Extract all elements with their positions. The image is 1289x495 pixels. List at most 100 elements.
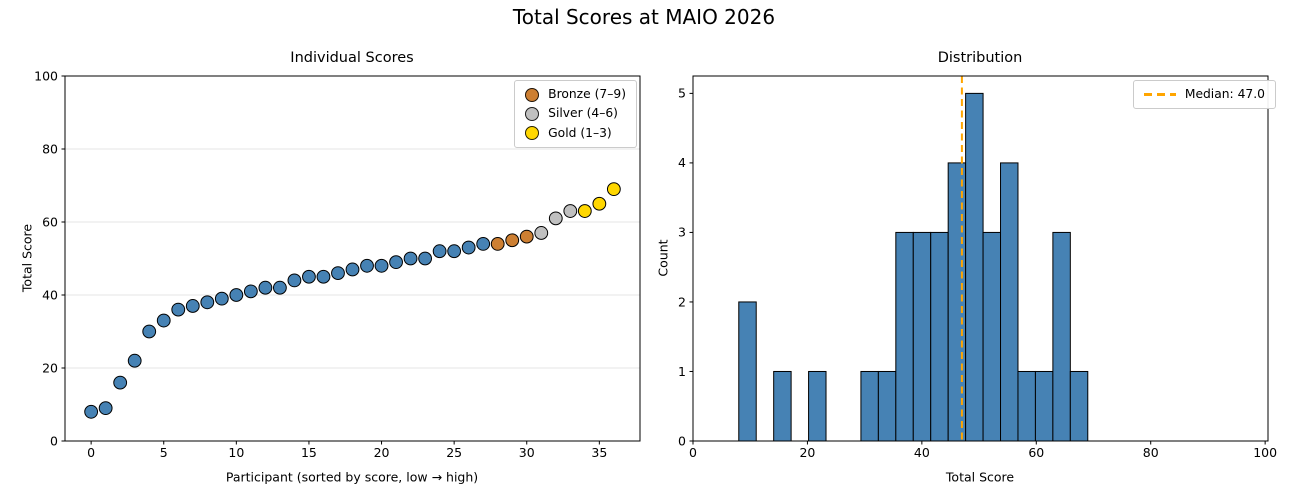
histogram-bar bbox=[930, 231, 949, 442]
scatter-point bbox=[418, 251, 433, 266]
x-tick-label: 80 bbox=[1143, 445, 1159, 460]
scatter-point bbox=[156, 313, 171, 328]
scatter-point bbox=[461, 240, 476, 255]
scatter-point bbox=[185, 299, 200, 313]
histogram-bar bbox=[1034, 370, 1054, 442]
legend-item-gold: Gold (1–3) bbox=[525, 126, 626, 141]
histogram-title: Distribution bbox=[937, 50, 1023, 66]
legend-label-median: Median: 47.0 bbox=[1184, 87, 1265, 101]
y-tick-label: 60 bbox=[42, 214, 58, 229]
x-tick-label: 0 bbox=[689, 445, 697, 460]
bronze-marker-icon bbox=[525, 87, 540, 102]
x-tick-label: 0 bbox=[87, 445, 95, 460]
histogram-bar bbox=[773, 370, 792, 442]
scatter-point bbox=[272, 280, 287, 295]
scatter-point-bronze bbox=[505, 233, 520, 248]
axes-frame bbox=[692, 75, 1269, 442]
histogram-bar bbox=[808, 370, 827, 442]
y-tick-label: 2 bbox=[678, 294, 686, 309]
gold-marker-icon bbox=[525, 126, 540, 141]
scatter-point-gold bbox=[606, 182, 621, 197]
x-tick-label: 5 bbox=[160, 445, 168, 460]
y-tick-label: 0 bbox=[50, 433, 58, 448]
y-tick-label: 1 bbox=[678, 364, 686, 379]
median-legend: Median: 47.0 bbox=[1132, 80, 1276, 110]
scatter-point bbox=[287, 273, 302, 288]
x-tick-label: 100 bbox=[1253, 445, 1277, 460]
scatter-point-silver bbox=[563, 204, 578, 218]
x-tick-label: 10 bbox=[228, 445, 244, 460]
scatter-point bbox=[432, 244, 447, 259]
legend-label-gold: Gold (1–3) bbox=[548, 125, 612, 140]
scatter-point bbox=[389, 255, 403, 270]
histogram-bar bbox=[738, 301, 757, 442]
y-tick-label: 80 bbox=[42, 141, 58, 156]
scatter-point-bronze bbox=[519, 229, 534, 244]
y-tick-label: 4 bbox=[678, 155, 686, 170]
histogram-bar bbox=[947, 162, 967, 442]
legend-item-silver: Silver (4–6) bbox=[525, 106, 626, 122]
scatter-point bbox=[374, 258, 389, 273]
histogram-bar bbox=[982, 231, 1002, 442]
scatter-point bbox=[258, 280, 273, 295]
scatter-legend: Bronze (7–9) Silver (4–6) Gold (1–3) bbox=[514, 80, 637, 149]
axes-frame bbox=[64, 75, 641, 442]
legend-item-bronze: Bronze (7–9) bbox=[525, 87, 626, 102]
y-tick-label: 100 bbox=[34, 68, 58, 83]
figure-suptitle: Total Scores at MAIO 2026 bbox=[512, 5, 776, 29]
scatter-ylabel: Total Score bbox=[19, 223, 35, 293]
scatter-point bbox=[98, 401, 113, 416]
scatter-point bbox=[84, 404, 99, 419]
y-tick-label: 20 bbox=[42, 360, 58, 375]
scatter-point bbox=[243, 284, 258, 299]
scatter-point-silver bbox=[534, 226, 549, 240]
scatter-point bbox=[345, 262, 360, 277]
x-tick-label: 15 bbox=[301, 445, 317, 460]
scatter-point bbox=[113, 375, 128, 390]
y-tick-label: 40 bbox=[42, 287, 58, 302]
scatter-point bbox=[331, 266, 345, 281]
scatter-point bbox=[214, 291, 229, 306]
histogram-ylabel: Count bbox=[655, 239, 671, 277]
scatter-point-bronze bbox=[490, 237, 505, 251]
legend-label-bronze: Bronze (7–9) bbox=[548, 87, 626, 101]
x-tick-label: 30 bbox=[519, 445, 535, 460]
scatter-title: Individual Scores bbox=[290, 50, 414, 66]
scatter-point-gold bbox=[577, 204, 592, 218]
scatter-point bbox=[200, 295, 215, 310]
scatter-point bbox=[360, 258, 374, 273]
scatter-point bbox=[127, 353, 142, 368]
x-tick-label: 25 bbox=[446, 445, 462, 460]
histogram-bar bbox=[1069, 370, 1089, 442]
scatter-point bbox=[229, 288, 244, 302]
silver-marker-icon bbox=[525, 107, 540, 122]
histogram-bar bbox=[965, 92, 984, 442]
x-tick-label: 20 bbox=[799, 445, 815, 460]
scatter-point bbox=[302, 269, 316, 284]
histogram-bar bbox=[912, 231, 932, 442]
legend-item-median: Median: 47.0 bbox=[1143, 87, 1265, 102]
histogram-bar bbox=[877, 370, 897, 442]
y-tick-label: 0 bbox=[678, 433, 686, 448]
y-tick-label: 5 bbox=[678, 86, 686, 101]
histogram-bar bbox=[1017, 370, 1036, 442]
histogram-xlabel: Total Score bbox=[945, 469, 1015, 485]
y-tick-label: 3 bbox=[678, 225, 686, 240]
median-dash-icon bbox=[1143, 93, 1176, 97]
x-tick-label: 60 bbox=[1028, 445, 1044, 460]
histogram-bar bbox=[1052, 231, 1071, 442]
histogram-bar bbox=[895, 231, 914, 442]
scatter-point bbox=[447, 244, 462, 259]
x-tick-label: 20 bbox=[374, 445, 390, 460]
legend-label-silver: Silver (4–6) bbox=[548, 106, 618, 121]
x-tick-label: 35 bbox=[591, 445, 607, 460]
scatter-point-silver bbox=[548, 211, 563, 226]
histogram-bar bbox=[860, 370, 879, 442]
scatter-point bbox=[316, 269, 331, 284]
scatter-point bbox=[142, 324, 157, 339]
x-tick-label: 40 bbox=[914, 445, 930, 460]
scatter-point bbox=[476, 237, 491, 251]
histogram-bar bbox=[1000, 162, 1019, 442]
